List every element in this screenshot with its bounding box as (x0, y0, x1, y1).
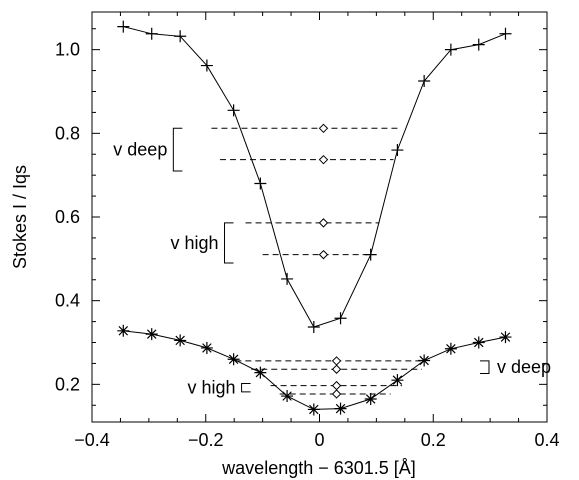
annotation-label: v high (170, 233, 218, 253)
data-point (472, 38, 485, 51)
data-point (281, 272, 294, 285)
data-point (499, 27, 512, 40)
annotation-label: v deep (113, 140, 167, 160)
data-point (334, 402, 347, 415)
data-point (444, 43, 457, 56)
data-point (364, 248, 377, 261)
annotation-label: v high (188, 378, 236, 398)
x-tick-label: 0 (314, 430, 324, 450)
bisector-diamond (318, 154, 329, 165)
bisector-diamond (331, 380, 342, 391)
data-point (174, 334, 187, 347)
data-point (174, 30, 187, 43)
data-point (227, 104, 240, 117)
data-point (200, 341, 213, 354)
data-point (391, 144, 404, 157)
data-point (145, 328, 158, 341)
data-point (418, 354, 431, 367)
data-point (391, 374, 404, 387)
data-point (418, 75, 431, 88)
bisector-diamond (331, 356, 342, 366)
data-point (227, 353, 240, 366)
y-tick-label: 0.6 (55, 207, 80, 227)
data-point (307, 321, 320, 334)
y-tick-label: 0.2 (55, 374, 80, 394)
bisector-diamond (318, 123, 329, 134)
annotation-bracket (224, 222, 234, 264)
annotation-bracket (479, 360, 490, 374)
series-line (123, 26, 506, 328)
data-point (254, 366, 267, 379)
bisector-diamond (331, 364, 342, 374)
y-tick-label: 1.0 (55, 40, 80, 60)
y-tick-label: 0.4 (55, 291, 80, 311)
annotation-bracket (241, 383, 251, 393)
annotation-label: v deep (497, 357, 551, 377)
x-tick-label: −0.4 (74, 430, 110, 450)
y-tick-label: 0.8 (55, 123, 80, 143)
axis-ticks: −0.4 −0.2 0 0.2 0.4 0.2 0.4 0.6 0.8 1.0 (55, 12, 560, 450)
annotations: v deep v high v deep v high (113, 127, 551, 398)
bisector-diamond (331, 389, 342, 399)
series-group (117, 20, 512, 416)
x-tick-label: 0.4 (534, 430, 559, 450)
data-point (254, 177, 267, 190)
data-point (334, 312, 347, 325)
data-point (117, 324, 130, 337)
bisector-diamond (318, 249, 329, 260)
bisector-lines (211, 123, 425, 399)
data-point (444, 342, 457, 355)
x-tick-label: −0.2 (188, 430, 224, 450)
data-point (472, 336, 485, 349)
annotation-bracket (172, 127, 183, 172)
data-point (364, 392, 377, 405)
data-point (200, 59, 213, 72)
data-point (117, 20, 130, 33)
x-axis-label: wavelength − 6301.5 [Å] (221, 458, 416, 478)
data-point (281, 390, 294, 403)
data-point (307, 403, 320, 416)
y-axis-label: Stokes I / Iqs (10, 165, 30, 269)
x-tick-label: 0.2 (421, 430, 446, 450)
data-point (499, 331, 512, 344)
data-point (145, 27, 158, 40)
bisector-diamond (318, 218, 329, 228)
